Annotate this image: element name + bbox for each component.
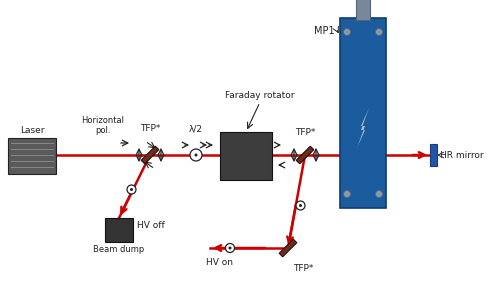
Circle shape [344,191,350,198]
Circle shape [344,29,350,36]
Circle shape [226,243,234,253]
Circle shape [130,188,133,191]
Text: MP1: MP1 [314,26,335,36]
Text: HR mirror: HR mirror [440,151,484,160]
Text: Faraday rotator: Faraday rotator [225,91,295,100]
Bar [8,138,56,174]
Bar [340,18,386,208]
Circle shape [376,191,382,198]
Text: TFP*: TFP* [293,264,314,273]
Circle shape [190,149,202,161]
Circle shape [376,29,382,36]
Text: Beam dump: Beam dump [94,245,144,254]
Polygon shape [279,239,297,257]
Text: TFP*: TFP* [140,124,160,133]
Polygon shape [141,146,159,164]
Polygon shape [296,146,314,164]
Polygon shape [357,108,369,148]
Circle shape [194,153,198,156]
Bar [430,144,437,166]
Circle shape [228,246,232,250]
Text: Laser: Laser [20,126,44,135]
Circle shape [299,204,302,207]
Text: HV off: HV off [137,220,165,230]
Bar [356,0,370,20]
Text: TFP*: TFP* [295,128,315,137]
Text: λ/2: λ/2 [189,124,203,133]
Bar [220,132,272,180]
Bar [105,218,133,242]
Text: Horizontal
pol.: Horizontal pol. [82,116,124,135]
Text: HV on: HV on [206,258,234,267]
Circle shape [296,201,305,210]
Circle shape [127,185,136,194]
